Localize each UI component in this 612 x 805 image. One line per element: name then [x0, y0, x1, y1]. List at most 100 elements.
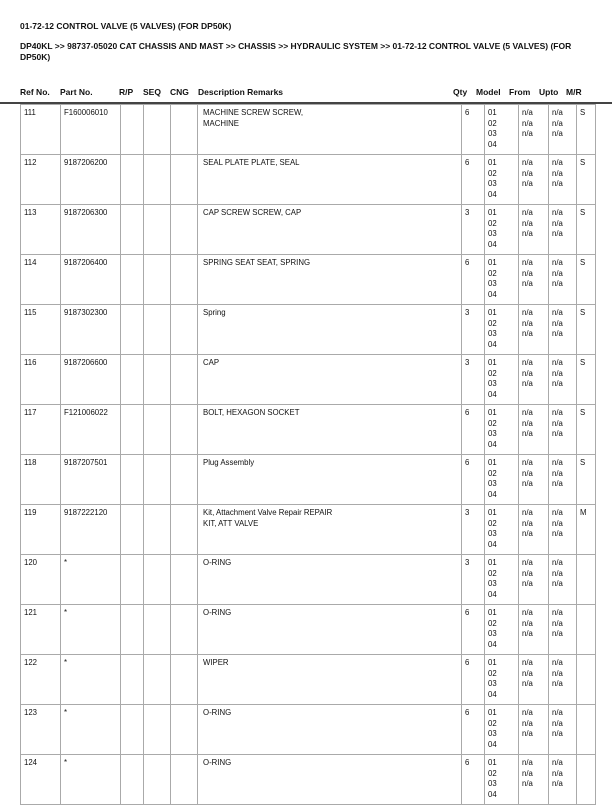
cell-cng	[170, 754, 198, 805]
cell-model: 01 02 03 04	[484, 554, 519, 605]
cell-upto: n/a n/a n/a	[548, 454, 577, 505]
cell-desc: CAP	[197, 354, 462, 405]
cell-mr: S	[576, 454, 596, 505]
cell-model: 01 02 03 04	[484, 204, 519, 255]
cell-upto: n/a n/a n/a	[548, 704, 577, 755]
cell-cng	[170, 454, 198, 505]
cell-rp	[120, 204, 144, 255]
header-from: From	[509, 87, 531, 97]
cell-upto: n/a n/a n/a	[548, 154, 577, 205]
cell-from: n/a n/a n/a	[518, 704, 549, 755]
cell-part: 9187207501	[60, 454, 121, 505]
cell-ref: 119	[20, 504, 61, 555]
cell-seq	[143, 554, 171, 605]
cell-model: 01 02 03 04	[484, 504, 519, 555]
cell-cng	[170, 104, 198, 155]
cell-part: F160006010	[60, 104, 121, 155]
cell-qty: 6	[461, 604, 485, 655]
table-row: 115 9187302300 Spring 3 01 02 03 04 n/a n/a n…	[20, 304, 596, 355]
table-row: 123 * O-RING 6 01 02 03 04 n/a n/a n/a n/a n/…	[20, 704, 596, 755]
cell-rp	[120, 704, 144, 755]
header-cng: CNG	[170, 87, 189, 97]
cell-model: 01 02 03 04	[484, 404, 519, 455]
cell-seq	[143, 704, 171, 755]
cell-rp	[120, 304, 144, 355]
cell-rp	[120, 654, 144, 705]
cell-from: n/a n/a n/a	[518, 104, 549, 155]
cell-ref: 122	[20, 654, 61, 705]
cell-part: 9187302300	[60, 304, 121, 355]
cell-desc: CAP SCREW SCREW, CAP	[197, 204, 462, 255]
table-row: 118 9187207501 Plug Assembly 6 01 02 03 04 n/…	[20, 454, 596, 505]
cell-qty: 6	[461, 654, 485, 705]
cell-model: 01 02 03 04	[484, 704, 519, 755]
cell-cng	[170, 254, 198, 305]
table-row: 117 F121006022 BOLT, HEXAGON SOCKET 6 01 02 …	[20, 404, 596, 455]
cell-seq	[143, 304, 171, 355]
table-row: 113 9187206300 CAP SCREW SCREW, CAP 3 01 02 …	[20, 204, 596, 255]
cell-from: n/a n/a n/a	[518, 554, 549, 605]
cell-ref: 114	[20, 254, 61, 305]
cell-ref: 118	[20, 454, 61, 505]
table-row: 119 9187222120 Kit, Attachment Valve Repai…	[20, 504, 596, 555]
cell-model: 01 02 03 04	[484, 304, 519, 355]
cell-model: 01 02 03 04	[484, 254, 519, 305]
cell-seq	[143, 454, 171, 505]
cell-model: 01 02 03 04	[484, 454, 519, 505]
cell-ref: 117	[20, 404, 61, 455]
cell-model: 01 02 03 04	[484, 654, 519, 705]
cell-mr	[576, 554, 596, 605]
cell-from: n/a n/a n/a	[518, 504, 549, 555]
cell-from: n/a n/a n/a	[518, 604, 549, 655]
cell-cng	[170, 204, 198, 255]
cell-seq	[143, 354, 171, 405]
cell-cng	[170, 404, 198, 455]
table-row: 112 9187206200 SEAL PLATE PLATE, SEAL 6 01 0…	[20, 154, 596, 205]
cell-cng	[170, 354, 198, 405]
cell-desc: Spring	[197, 304, 462, 355]
cell-upto: n/a n/a n/a	[548, 254, 577, 305]
cell-from: n/a n/a n/a	[518, 454, 549, 505]
cell-upto: n/a n/a n/a	[548, 604, 577, 655]
cell-seq	[143, 754, 171, 805]
header-upto: Upto	[539, 87, 559, 97]
cell-qty: 6	[461, 254, 485, 305]
cell-desc: SPRING SEAT SEAT, SPRING	[197, 254, 462, 305]
cell-desc: O-RING	[197, 754, 462, 805]
table-row: 116 9187206600 CAP 3 01 02 03 04 n/a n/a n/a n…	[20, 354, 596, 405]
cell-seq	[143, 604, 171, 655]
cell-rp	[120, 754, 144, 805]
cell-upto: n/a n/a n/a	[548, 504, 577, 555]
table-row: 122 * WIPER 6 01 02 03 04 n/a n/a n/a n/a n/a…	[20, 654, 596, 705]
cell-upto: n/a n/a n/a	[548, 304, 577, 355]
cell-from: n/a n/a n/a	[518, 304, 549, 355]
cell-mr: M	[576, 504, 596, 555]
header-mr: M/R	[566, 87, 582, 97]
cell-part: 9187206600	[60, 354, 121, 405]
cell-rp	[120, 104, 144, 155]
cell-seq	[143, 254, 171, 305]
cell-qty: 6	[461, 454, 485, 505]
cell-qty: 3	[461, 304, 485, 355]
cell-model: 01 02 03 04	[484, 604, 519, 655]
cell-rp	[120, 154, 144, 205]
cell-rp	[120, 604, 144, 655]
cell-mr	[576, 604, 596, 655]
cell-from: n/a n/a n/a	[518, 204, 549, 255]
cell-cng	[170, 554, 198, 605]
cell-ref: 124	[20, 754, 61, 805]
cell-ref: 116	[20, 354, 61, 405]
header-rp: R/P	[119, 87, 134, 97]
cell-model: 01 02 03 04	[484, 104, 519, 155]
cell-ref: 113	[20, 204, 61, 255]
cell-cng	[170, 704, 198, 755]
cell-from: n/a n/a n/a	[518, 154, 549, 205]
cell-qty: 6	[461, 154, 485, 205]
header-ref: Ref No.	[20, 87, 50, 97]
cell-cng	[170, 504, 198, 555]
cell-qty: 6	[461, 754, 485, 805]
cell-mr: S	[576, 404, 596, 455]
cell-upto: n/a n/a n/a	[548, 354, 577, 405]
cell-upto: n/a n/a n/a	[548, 754, 577, 805]
cell-part: F121006022	[60, 404, 121, 455]
